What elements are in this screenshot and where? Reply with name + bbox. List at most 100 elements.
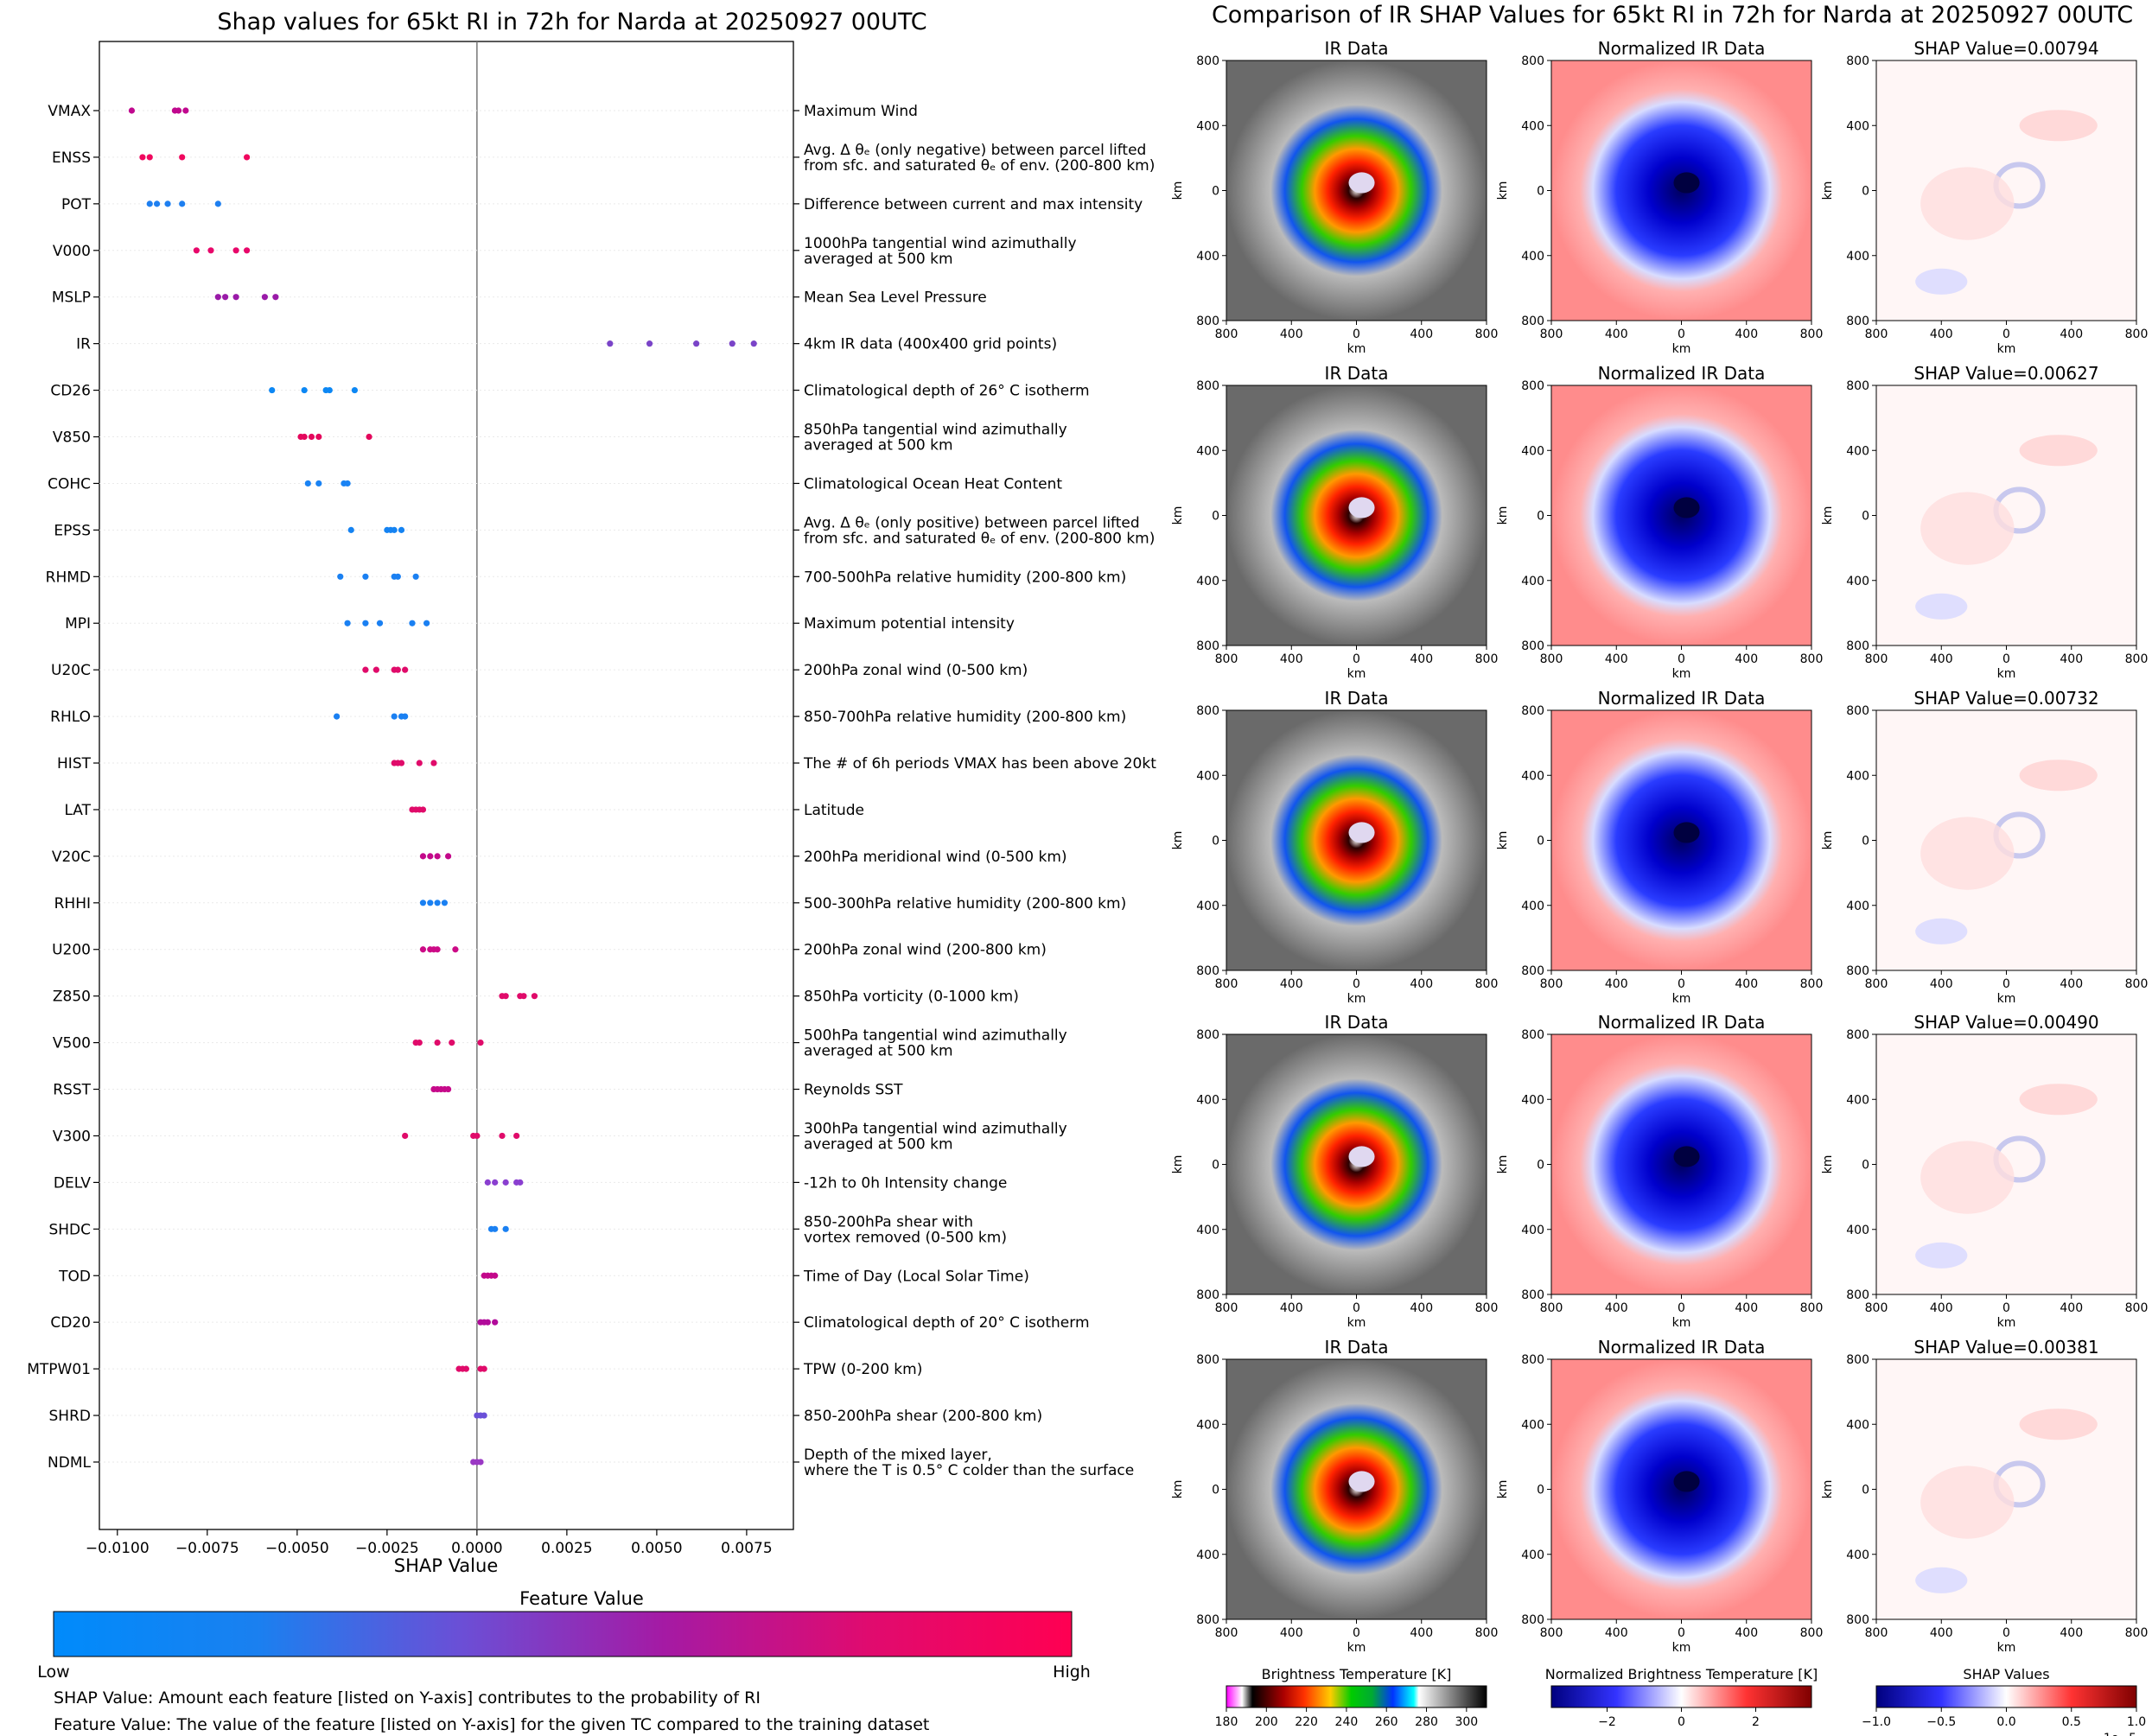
shap-point [513, 1132, 520, 1140]
storm-eye [1673, 172, 1700, 194]
shap-point [179, 200, 186, 207]
feature-name-label: V300 [53, 1128, 91, 1145]
y-tick-label: 0 [1212, 185, 1219, 199]
x-tick-label: 400 [1605, 1626, 1628, 1640]
x-tick-label: 800 [1865, 1626, 1888, 1640]
shap-point [139, 154, 146, 161]
x-tick-label: 0 [1678, 1301, 1685, 1315]
x-tick-label: 400 [1735, 327, 1758, 341]
shap-negative-region [1915, 1567, 1968, 1593]
feature-description-label: Reynolds SST [804, 1082, 903, 1099]
y-tick-label: 400 [1846, 900, 1869, 913]
x-tick-label: 400 [1605, 327, 1628, 341]
x-tick-label: 400 [2060, 1301, 2083, 1315]
feature-name-label: SHRD [49, 1408, 91, 1425]
shap-point [362, 620, 369, 626]
storm-eye [1348, 1471, 1375, 1492]
shap-positive-region [2019, 1084, 2098, 1116]
y-axis-label: km [1171, 831, 1185, 850]
feature-value-colorbar-title: Feature Value [519, 1588, 644, 1609]
y-axis-label: km [1821, 831, 1835, 850]
x-tick-label: 400 [1280, 652, 1303, 666]
feature-description-label: 850-200hPa shear with [804, 1213, 973, 1230]
shap-point [416, 760, 423, 766]
panel: Normalized IR Data8008004004000040040080… [1496, 1337, 1823, 1655]
x-tick-label: 800 [1800, 327, 1824, 341]
y-tick-label: 400 [1521, 575, 1544, 588]
panel: Normalized IR Data8008004004000040040080… [1496, 38, 1823, 356]
x-tick-label: 400 [1930, 1301, 1953, 1315]
feature-name-label: CD20 [50, 1314, 91, 1332]
x-axis-label: km [1347, 667, 1366, 681]
feature-name-label: MTPW01 [27, 1361, 91, 1378]
y-tick-label: 400 [1521, 250, 1544, 264]
colorbar-tick-label: 0.0 [1996, 1715, 2015, 1729]
y-tick-label: 800 [1521, 54, 1544, 68]
feature-description-label: Maximum potential intensity [804, 615, 1015, 633]
y-tick-label: 400 [1196, 900, 1219, 913]
colorbar-title: Brightness Temperature [K] [1262, 1666, 1452, 1682]
shap-negative-region [1915, 593, 1968, 620]
shap-point [484, 1179, 491, 1186]
shap-point [214, 294, 221, 301]
feature-description-label: where the T is 0.5° C colder than the su… [804, 1462, 1134, 1479]
colorbar-tick-label: −0.5 [1926, 1715, 1956, 1729]
x-tick-label: 400 [1410, 1626, 1433, 1640]
x-tick-label: 800 [1540, 977, 1563, 991]
shap-point [474, 1132, 481, 1140]
shap-point [409, 620, 416, 626]
x-tick-label: 0 [1678, 1626, 1685, 1640]
shap-point [315, 433, 322, 441]
x-tick-label: 800 [1215, 1626, 1238, 1640]
panel: SHAP Value=0.007948008004004000040040080… [1821, 38, 2148, 356]
feature-description-label: averaged at 500 km [804, 437, 953, 455]
y-tick-label: 0 [1862, 1484, 1869, 1498]
feature-description-label: from sfc. and saturated θₑ of env. (200-… [804, 530, 1155, 547]
feature-description-label: 500-300hPa relative humidity (200-800 km… [804, 895, 1126, 913]
feature-description-label: Avg. Δ θₑ (only negative) between parcel… [804, 142, 1146, 159]
x-tick-label: 400 [1605, 652, 1628, 666]
shap-positive-region [1920, 492, 2015, 565]
y-tick-label: 0 [1537, 185, 1544, 199]
feature-name-label: HIST [57, 755, 92, 773]
x-tick-label: 800 [1540, 1301, 1563, 1315]
x-tick-label: 400 [1930, 977, 1953, 991]
y-tick-label: 400 [1521, 769, 1544, 783]
x-tick-label: −0.0025 [355, 1540, 419, 1557]
shap-point [146, 154, 153, 161]
shap-point [434, 1040, 441, 1046]
x-tick-label: 0 [1353, 1626, 1360, 1640]
x-tick-label: 0 [2002, 1301, 2010, 1315]
shap-point [412, 573, 419, 580]
shap-point [261, 294, 268, 301]
feature-name-label: U200 [52, 942, 91, 959]
shap-point [481, 1412, 487, 1419]
shap-point [232, 247, 239, 254]
x-tick-label: 800 [1540, 1626, 1563, 1640]
shap-positive-region [1920, 1141, 2015, 1214]
feature-description-label: 200hPa meridional wind (0-500 km) [804, 849, 1067, 866]
shap-point [444, 853, 452, 860]
x-tick-label: 0 [2002, 327, 2010, 341]
storm-eye [1348, 822, 1375, 843]
x-tick-label: 800 [1800, 1626, 1824, 1640]
y-tick-label: 800 [1521, 1613, 1544, 1627]
shap-negative-region [1915, 918, 1968, 944]
x-tick-label: 0.0000 [451, 1540, 502, 1557]
x-axis-label: km [1672, 1316, 1691, 1330]
x-axis-label: km [1672, 1641, 1691, 1655]
x-axis-label: km [1347, 992, 1366, 1006]
shap-panel-title: SHAP Value=0.00381 [1913, 1337, 2098, 1358]
x-axis-label: km [1347, 1641, 1366, 1655]
y-axis-label: km [1496, 506, 1510, 525]
shap-point [394, 666, 401, 673]
feature-name-label: RHMD [46, 569, 91, 586]
feature-description-label: Difference between current and max inten… [804, 196, 1143, 213]
x-tick-label: 800 [1865, 652, 1888, 666]
y-tick-label: 0 [1212, 1159, 1219, 1173]
y-tick-label: 0 [1537, 510, 1544, 524]
y-tick-label: 800 [1521, 1353, 1544, 1367]
shap-point [419, 853, 427, 860]
x-tick-label: 0.0050 [631, 1540, 682, 1557]
